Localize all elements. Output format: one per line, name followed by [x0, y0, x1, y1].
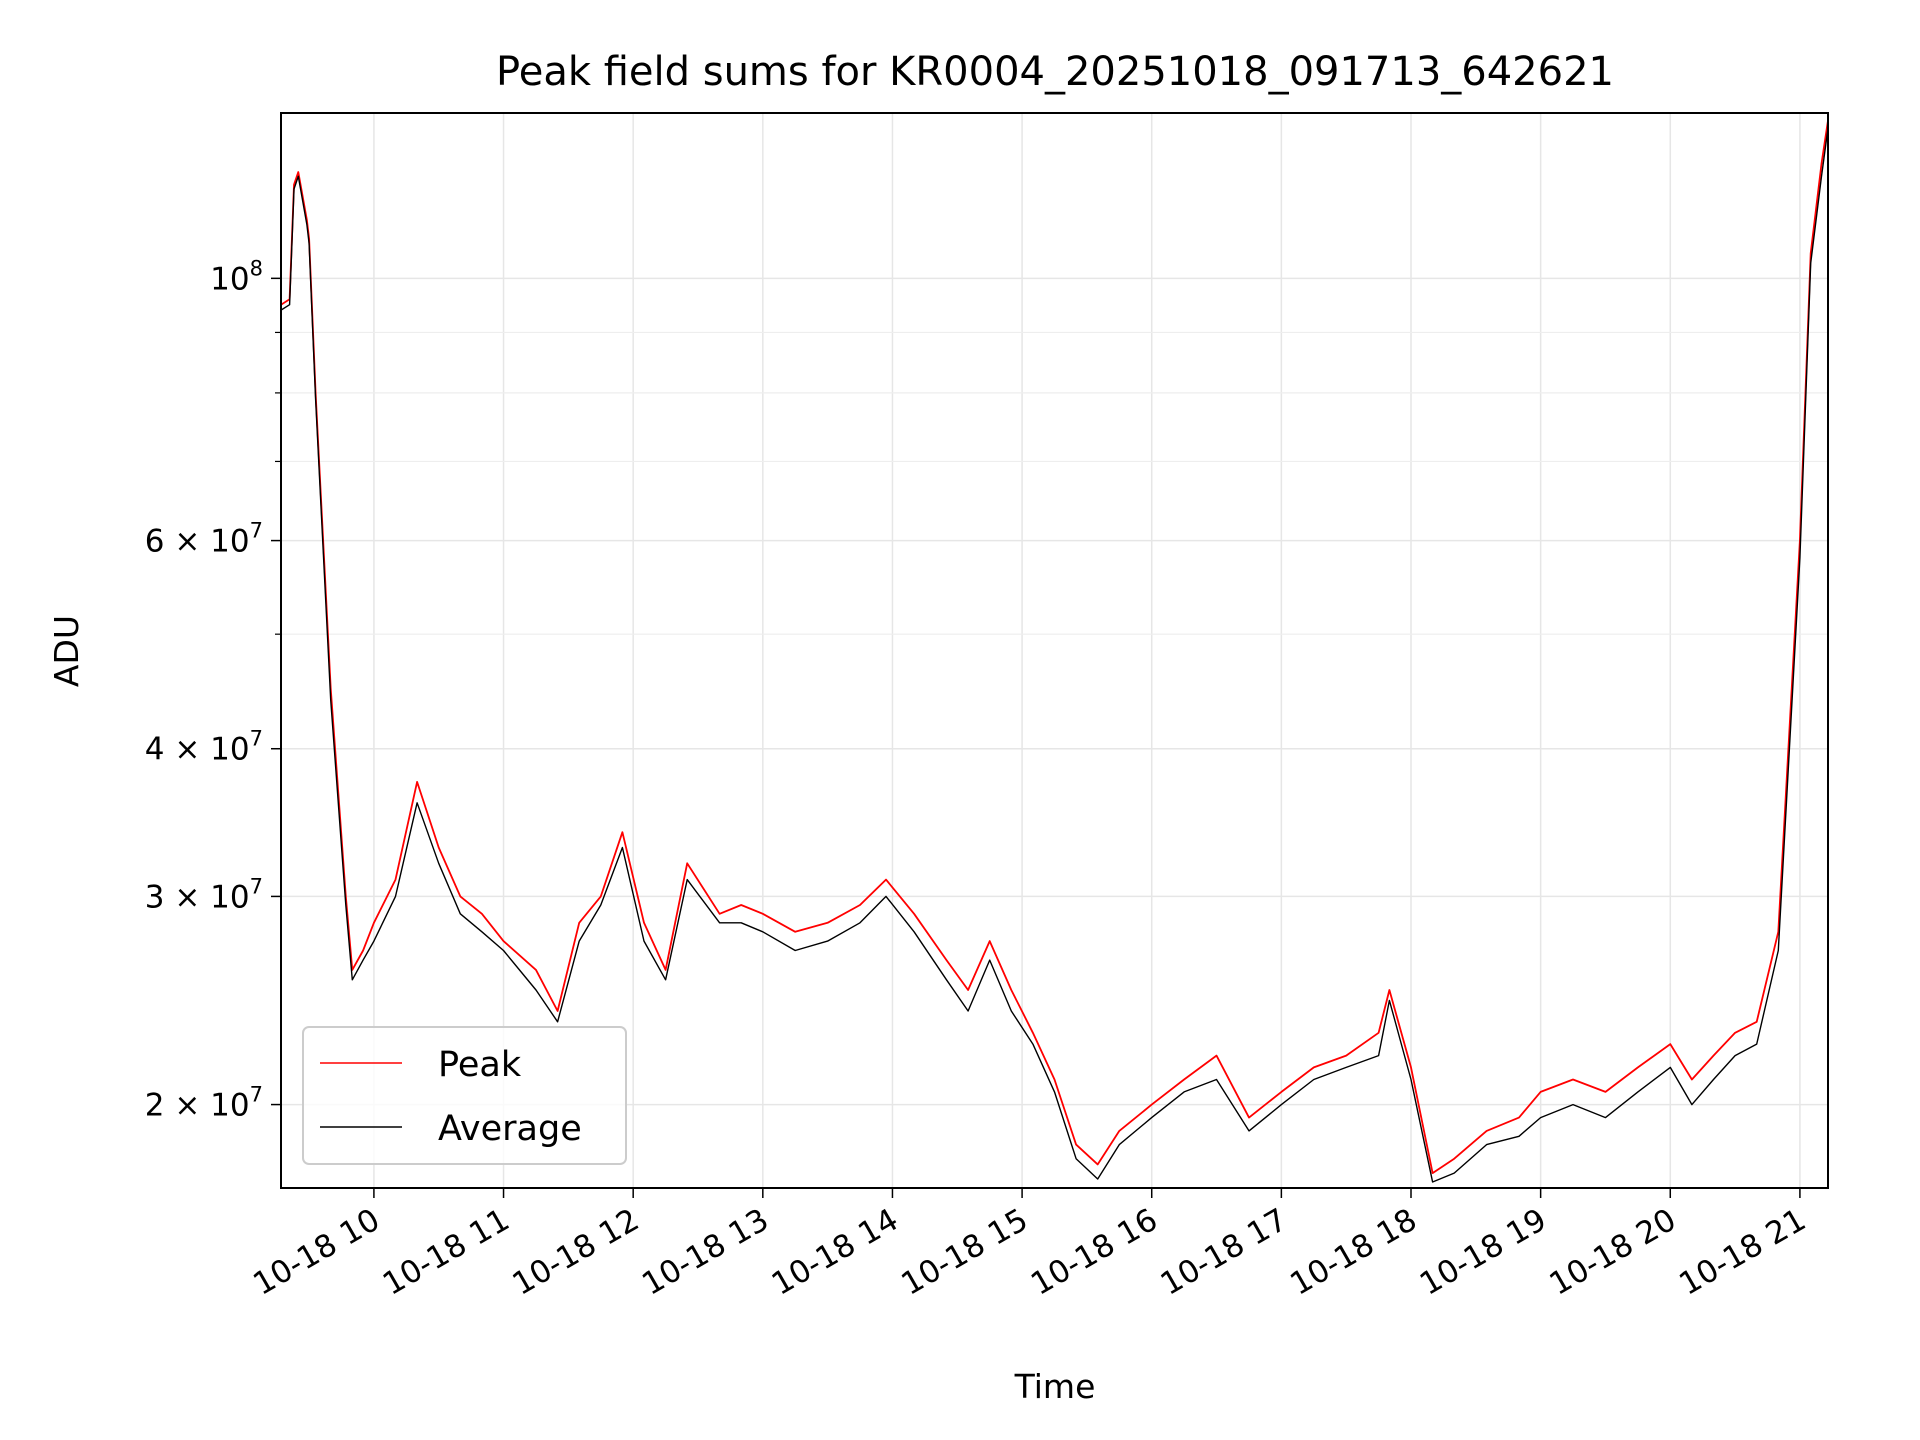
y-tick-label: 3 × 107: [145, 874, 263, 915]
y-tick-label: 2 × 107: [145, 1083, 263, 1124]
series-line-average: [280, 128, 1829, 1183]
legend-box: [302, 1026, 627, 1165]
legend-average-label: Average: [438, 1109, 582, 1149]
series-line-peak: [280, 120, 1829, 1174]
series-lines: [280, 120, 1829, 1183]
legend: Peak Average: [302, 1026, 627, 1165]
y-tick-exponent: 8: [250, 256, 263, 280]
legend-peak-label: Peak: [438, 1045, 522, 1085]
y-axis-label: ADU: [47, 615, 86, 687]
y-tick-exponent: 7: [250, 1083, 263, 1107]
grid-lines: [281, 113, 1828, 1188]
y-tick-exponent: 7: [250, 727, 263, 751]
y-tick-label: 6 × 107: [145, 519, 263, 560]
x-axis-label: Time: [1014, 1367, 1096, 1406]
y-tick-exponent: 7: [250, 874, 263, 898]
chart-title: Peak field sums for KR0004_20251018_0917…: [496, 49, 1614, 95]
y-tick-exponent: 7: [250, 519, 263, 543]
plot-frame: [280, 112, 1829, 1189]
y-tick-label: 4 × 107: [145, 727, 263, 768]
